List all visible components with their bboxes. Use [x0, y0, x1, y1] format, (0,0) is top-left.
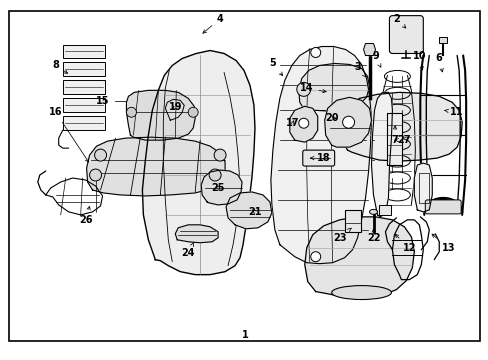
Bar	[379, 205, 390, 215]
Text: 14: 14	[300, 84, 325, 93]
Text: 23: 23	[332, 228, 350, 243]
Polygon shape	[225, 192, 271, 229]
Polygon shape	[165, 99, 184, 120]
Text: 24: 24	[181, 243, 195, 258]
Circle shape	[188, 107, 198, 117]
Bar	[344, 210, 360, 232]
Polygon shape	[175, 225, 218, 243]
Polygon shape	[142, 50, 254, 275]
Text: 26: 26	[79, 206, 92, 225]
Bar	[62, 45, 104, 58]
Circle shape	[298, 118, 308, 128]
Circle shape	[94, 149, 106, 161]
Polygon shape	[363, 44, 375, 55]
Text: 3: 3	[353, 62, 365, 77]
Polygon shape	[86, 137, 224, 196]
Text: 18: 18	[310, 153, 330, 163]
FancyBboxPatch shape	[425, 200, 460, 214]
Text: 27: 27	[394, 135, 410, 145]
Text: 20: 20	[324, 113, 338, 123]
Bar	[386, 113, 402, 165]
Ellipse shape	[331, 285, 390, 300]
Bar	[62, 62, 104, 76]
Circle shape	[342, 116, 354, 128]
Text: 1: 1	[241, 330, 248, 341]
Text: 8: 8	[52, 60, 67, 73]
Polygon shape	[341, 92, 461, 161]
Bar	[419, 173, 428, 203]
Text: 13: 13	[431, 234, 454, 253]
Text: 25: 25	[211, 183, 224, 193]
Text: 5: 5	[269, 58, 282, 76]
Polygon shape	[126, 90, 195, 140]
Polygon shape	[298, 63, 369, 111]
Polygon shape	[371, 92, 392, 217]
Polygon shape	[270, 46, 371, 264]
Text: 2: 2	[392, 14, 405, 28]
FancyBboxPatch shape	[388, 15, 423, 54]
Text: 17: 17	[285, 118, 299, 128]
Circle shape	[310, 48, 320, 58]
FancyBboxPatch shape	[302, 150, 334, 166]
Bar	[62, 116, 104, 130]
Bar	[438, 37, 447, 42]
Polygon shape	[413, 163, 431, 212]
Text: 15: 15	[96, 96, 109, 106]
Circle shape	[296, 82, 310, 96]
Text: 19: 19	[168, 102, 182, 112]
Circle shape	[209, 169, 221, 181]
Text: 10: 10	[412, 51, 425, 70]
Text: 12: 12	[394, 234, 415, 253]
Circle shape	[310, 252, 320, 262]
Bar	[62, 80, 104, 94]
Circle shape	[126, 107, 136, 117]
Polygon shape	[304, 217, 413, 298]
Text: 22: 22	[367, 229, 381, 243]
Text: 16: 16	[49, 107, 88, 162]
Text: 11: 11	[444, 107, 463, 117]
Polygon shape	[201, 170, 242, 205]
Text: 7: 7	[390, 126, 397, 145]
Text: 4: 4	[203, 14, 223, 33]
Polygon shape	[289, 106, 317, 142]
Bar	[62, 98, 104, 112]
Circle shape	[214, 149, 225, 161]
Text: 9: 9	[371, 51, 380, 67]
Circle shape	[89, 169, 102, 181]
Ellipse shape	[369, 210, 377, 214]
Text: 6: 6	[435, 54, 442, 72]
Text: 21: 21	[248, 207, 261, 217]
Polygon shape	[324, 97, 371, 147]
